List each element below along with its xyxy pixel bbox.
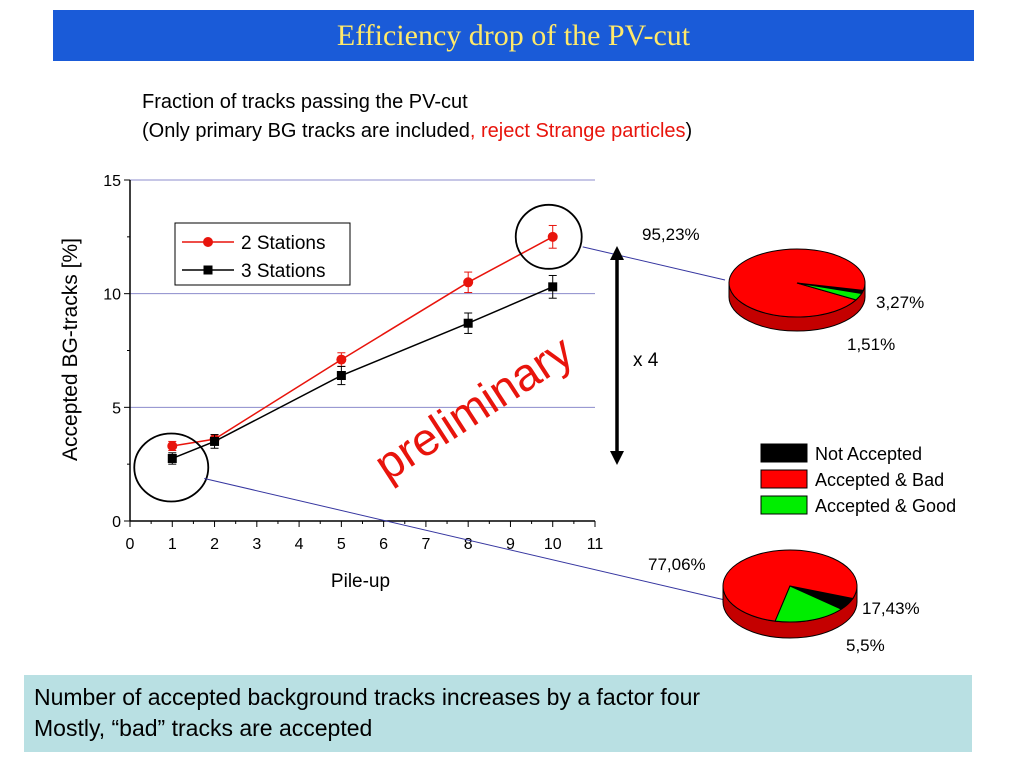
pie-slice-label: 3,27% [876, 293, 924, 312]
x-tick-label: 0 [126, 536, 135, 553]
connector-line-bottom [204, 477, 726, 601]
line-legend: 2 Stations 3 Stations [174, 222, 351, 286]
pie-slice [774, 585, 843, 623]
y-tick-label: 0 [112, 514, 121, 531]
x-tick-label: 2 [210, 536, 219, 553]
data-point [167, 453, 177, 463]
pie-legend-swatch [760, 495, 808, 515]
factor-label: x 4 [633, 350, 659, 371]
subtitle-line-1: Fraction of tracks passing the PV-cut [142, 91, 468, 113]
pie-slice-label: 5,5% [846, 636, 885, 655]
pie-chart-bottom: 77,06% 17,43% 5,5% [648, 549, 920, 655]
conclusion-line-2: Mostly, “bad” tracks are accepted [34, 715, 373, 741]
x-tick-label: 7 [421, 536, 430, 553]
conclusion-line-1: Number of accepted background tracks inc… [34, 684, 701, 710]
data-point [336, 371, 346, 381]
subtitle-line-2-prefix: (Only primary BG tracks are included [142, 120, 470, 142]
pie-legend-swatch [760, 443, 808, 463]
chart-subtitle: Fraction of tracks passing the PV-cut (O… [142, 88, 692, 146]
subtitle-line-2-highlight: , reject Strange particles [469, 120, 686, 142]
x-tick-label: 6 [379, 536, 388, 553]
x-axis-label: Pile-up [331, 571, 390, 592]
slide-title: Efficiency drop of the PV-cut [336, 18, 691, 52]
x-tick-label: 4 [295, 536, 304, 553]
data-point [463, 277, 474, 288]
x-tick-label: 9 [506, 536, 515, 553]
pie-legend-label: Accepted & Good [815, 496, 956, 516]
y-tick-label: 15 [103, 173, 121, 190]
data-point [463, 318, 473, 328]
pie-legend-label: Not Accepted [815, 444, 922, 464]
x-tick-label: 3 [252, 536, 261, 553]
pie-slice [796, 282, 863, 301]
data-point [547, 231, 558, 242]
y-tick-label: 5 [112, 400, 121, 417]
subtitle-line-2-suffix: ) [685, 120, 693, 142]
connector-line-top [582, 246, 726, 281]
legend-marker [203, 265, 213, 275]
pie-legend: Not Accepted Accepted & Bad Accepted & Goo… [760, 443, 956, 516]
x-tick-label: 1 [168, 536, 177, 553]
slide-title-bar: Efficiency drop of the PV-cut [53, 10, 974, 61]
x-tick-label: 8 [464, 536, 473, 553]
data-point [210, 436, 220, 446]
highlight-circle-pileup-10 [514, 203, 583, 270]
y-tick-label: 10 [103, 287, 121, 304]
pie-legend-label: Accepted & Bad [815, 470, 944, 490]
legend-marker [203, 237, 213, 247]
pie-chart-top: 95,23% 3,27% 1,51% [642, 225, 924, 354]
x-tick-label: 11 [587, 536, 604, 553]
data-point [336, 354, 347, 365]
pie-slice-label: 1,51% [847, 335, 895, 354]
x-tick-label: 10 [544, 536, 562, 553]
data-point [167, 440, 178, 451]
pie-slice-label: 17,43% [862, 599, 920, 618]
legend-label: 3 Stations [241, 261, 326, 282]
legend-label: 2 Stations [241, 233, 326, 254]
legend-box [174, 222, 351, 286]
data-point [548, 282, 558, 292]
pie-legend-swatch [760, 469, 808, 489]
pie-slice-label: 95,23% [642, 225, 700, 244]
conclusion-box: Number of accepted background tracks inc… [24, 675, 972, 752]
x-tick-label: 5 [337, 536, 346, 553]
subtitle-line-2: (Only primary BG tracks are included, re… [142, 117, 692, 146]
pie-slice-label: 77,06% [648, 555, 706, 574]
y-axis-label: Accepted BG-tracks [%] [59, 238, 82, 461]
highlight-circle-pileup-1 [133, 432, 210, 503]
line-chart: 0 5 10 15 0 1 2 3 4 5 6 7 8 9 10 11 Pile-up Accepted BG-t… [59, 173, 603, 592]
